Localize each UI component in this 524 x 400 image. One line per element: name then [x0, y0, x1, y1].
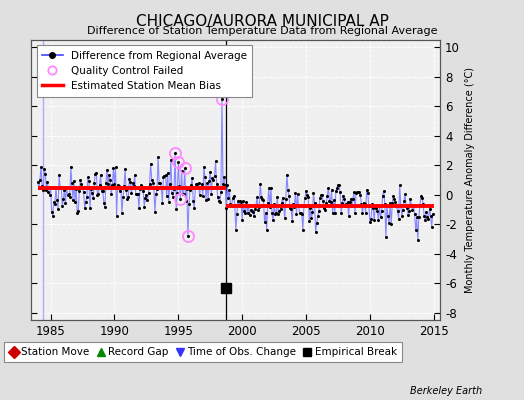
Y-axis label: Monthly Temperature Anomaly Difference (°C): Monthly Temperature Anomaly Difference (…: [465, 67, 475, 293]
Legend: Station Move, Record Gap, Time of Obs. Change, Empirical Break: Station Move, Record Gap, Time of Obs. C…: [4, 342, 402, 362]
Text: Difference of Station Temperature Data from Regional Average: Difference of Station Temperature Data f…: [87, 26, 437, 36]
Text: CHICAGO/AURORA MUNICIPAL AP: CHICAGO/AURORA MUNICIPAL AP: [136, 14, 388, 29]
Text: Berkeley Earth: Berkeley Earth: [410, 386, 482, 396]
